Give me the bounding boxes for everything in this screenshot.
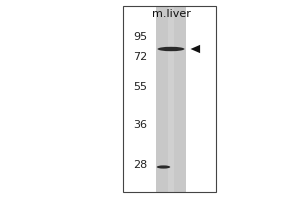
Ellipse shape: [157, 165, 170, 169]
Text: 95: 95: [133, 32, 147, 42]
Ellipse shape: [158, 47, 184, 51]
Bar: [156, 6, 186, 192]
Polygon shape: [190, 45, 200, 53]
Text: 72: 72: [133, 52, 147, 62]
Text: m.liver: m.liver: [152, 9, 190, 19]
Bar: [123, 6, 216, 192]
Text: 28: 28: [133, 160, 147, 170]
Text: 55: 55: [133, 82, 147, 92]
Bar: [168, 6, 174, 192]
Text: 36: 36: [133, 120, 147, 130]
